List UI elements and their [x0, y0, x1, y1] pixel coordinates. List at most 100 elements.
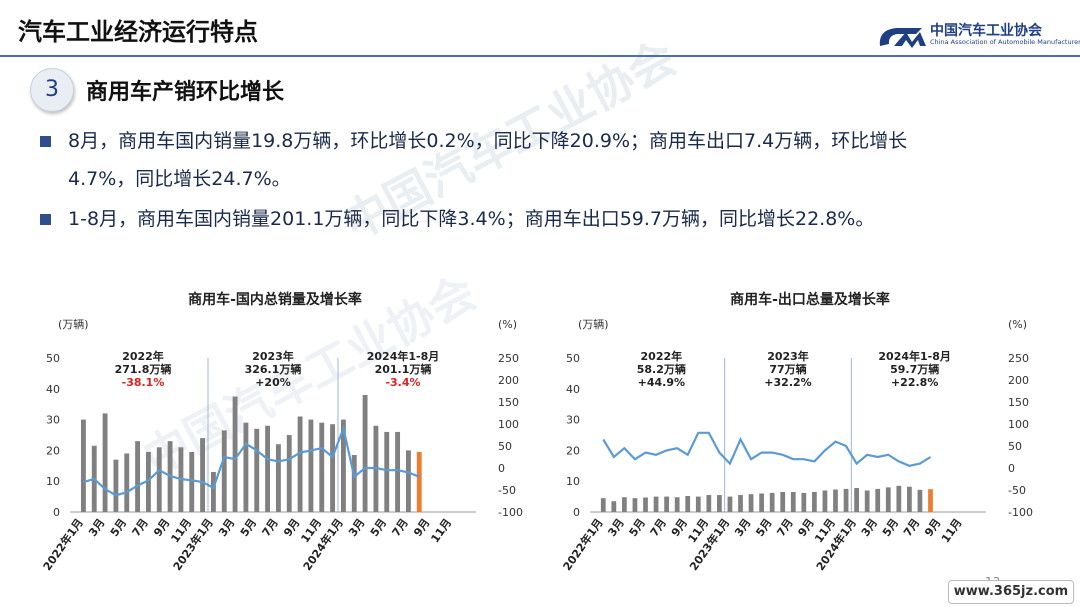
- bar: [727, 496, 733, 512]
- x-tick-label: 11月: [428, 516, 454, 545]
- bar: [102, 413, 108, 512]
- bar: [384, 431, 390, 512]
- caam-logo: [879, 28, 926, 48]
- y-tick-label: 10: [566, 475, 580, 488]
- y-tick-label: 30: [46, 414, 60, 427]
- bar: [854, 487, 859, 512]
- chart-title: 商用车-国内总销量及增长率: [188, 291, 362, 308]
- y-tick-label: 20: [46, 444, 60, 457]
- x-tick-label: 3月: [86, 516, 107, 539]
- bar: [717, 495, 722, 512]
- bar: [790, 491, 796, 512]
- annotation-growth: -38.1%: [122, 376, 165, 389]
- bullet-marker-2: [40, 214, 51, 225]
- bar: [780, 491, 786, 512]
- growth-rate-line: [83, 424, 420, 497]
- bar: [308, 419, 314, 512]
- bar: [759, 493, 764, 512]
- bar: [275, 444, 281, 512]
- bar: [362, 394, 368, 512]
- y-tick-label: 40: [46, 383, 60, 396]
- y2-tick-label: 250: [1008, 352, 1029, 365]
- y2-tick-label: -50: [498, 484, 516, 497]
- bar: [124, 453, 130, 512]
- bar: [864, 490, 870, 512]
- bar: [156, 447, 162, 512]
- y2-tick-label: 200: [1008, 374, 1029, 387]
- bar: [896, 485, 902, 512]
- bar: [748, 494, 754, 512]
- annotation-year: 2023年: [252, 349, 294, 363]
- annotation-year: 2024年1-8月: [878, 349, 951, 363]
- x-tick-label: 7月: [130, 516, 151, 539]
- x-tick-label: 7月: [390, 516, 411, 539]
- bar-latest: [928, 489, 933, 512]
- section-number-badge: 3: [30, 68, 74, 112]
- bar: [738, 495, 743, 512]
- x-tick-label: 11月: [939, 516, 965, 545]
- x-tick-label: 3月: [605, 516, 626, 539]
- annotation-growth: +22.8%: [891, 376, 938, 389]
- y-tick-label: 20: [566, 444, 580, 457]
- y2-tick-label: -100: [498, 506, 523, 519]
- section-title: 商用车产销环比增长: [86, 80, 285, 105]
- bar: [917, 489, 923, 512]
- logo-text-cn: 中国汽车工业协会: [930, 23, 1042, 39]
- bar: [643, 497, 648, 512]
- annotation-growth: +32.2%: [764, 376, 811, 389]
- bar: [907, 486, 912, 512]
- bar: [232, 396, 238, 512]
- bar: [286, 435, 292, 512]
- x-tick-label: 3月: [216, 516, 237, 539]
- header-divider: [0, 55, 1080, 57]
- x-tick-label: 7月: [774, 516, 795, 539]
- y-tick-label: 50: [566, 352, 580, 365]
- y2-tick-label: -50: [1008, 484, 1026, 497]
- y2-axis-label: (%): [498, 318, 517, 331]
- y2-tick-label: 150: [498, 396, 519, 409]
- x-tick-label: 7月: [260, 516, 281, 539]
- x-tick-label: 5月: [368, 516, 389, 539]
- bar: [113, 459, 119, 512]
- x-tick-label: 3月: [732, 516, 753, 539]
- bar: [875, 488, 881, 512]
- bar-latest: [416, 451, 422, 512]
- export-volume-chart: 商用车-出口总量及增长率 (万辆) (%) 0 10 20 30 40 50 -100 -50 0 50…: [560, 291, 1033, 573]
- bar: [812, 491, 817, 512]
- bar: [685, 495, 691, 512]
- annotation-year: 2022年: [122, 349, 164, 363]
- bar: [243, 422, 249, 512]
- bullet-marker-1: [40, 136, 51, 147]
- bar: [210, 471, 216, 512]
- annotation-year: 2023年: [767, 349, 809, 363]
- bar: [351, 455, 357, 512]
- bar: [405, 450, 411, 512]
- x-tick-label: 5月: [238, 516, 259, 539]
- bar: [221, 430, 227, 512]
- bar: [801, 492, 807, 512]
- x-tick-label: 2022年1月: [40, 516, 86, 573]
- bar: [769, 492, 775, 512]
- bar: [600, 498, 606, 512]
- y-tick-label: 40: [566, 383, 580, 396]
- y2-tick-label: -100: [1008, 506, 1033, 519]
- y2-tick-label: 0: [498, 462, 505, 475]
- y-tick-label: 0: [53, 506, 60, 519]
- annotation-total: 58.2万辆: [637, 362, 686, 376]
- bar: [395, 431, 401, 512]
- y2-tick-label: 50: [498, 440, 512, 453]
- x-tick-label: 5月: [627, 516, 648, 539]
- x-tick-label: 3月: [346, 516, 367, 539]
- x-tick-label: 7月: [901, 516, 922, 539]
- bar: [706, 495, 712, 512]
- y2-tick-label: 50: [1008, 440, 1022, 453]
- bar: [674, 497, 680, 512]
- y2-tick-label: 0: [1008, 462, 1015, 475]
- logo-text-en: China Association of Automobile Manufact…: [930, 38, 1080, 46]
- growth-rate-line: [602, 431, 932, 467]
- site-watermark: www.365jz.com: [948, 580, 1074, 604]
- y2-tick-label: 200: [498, 374, 519, 387]
- bar: [622, 497, 627, 512]
- x-tick-label: 5月: [108, 516, 129, 539]
- bar: [135, 441, 141, 512]
